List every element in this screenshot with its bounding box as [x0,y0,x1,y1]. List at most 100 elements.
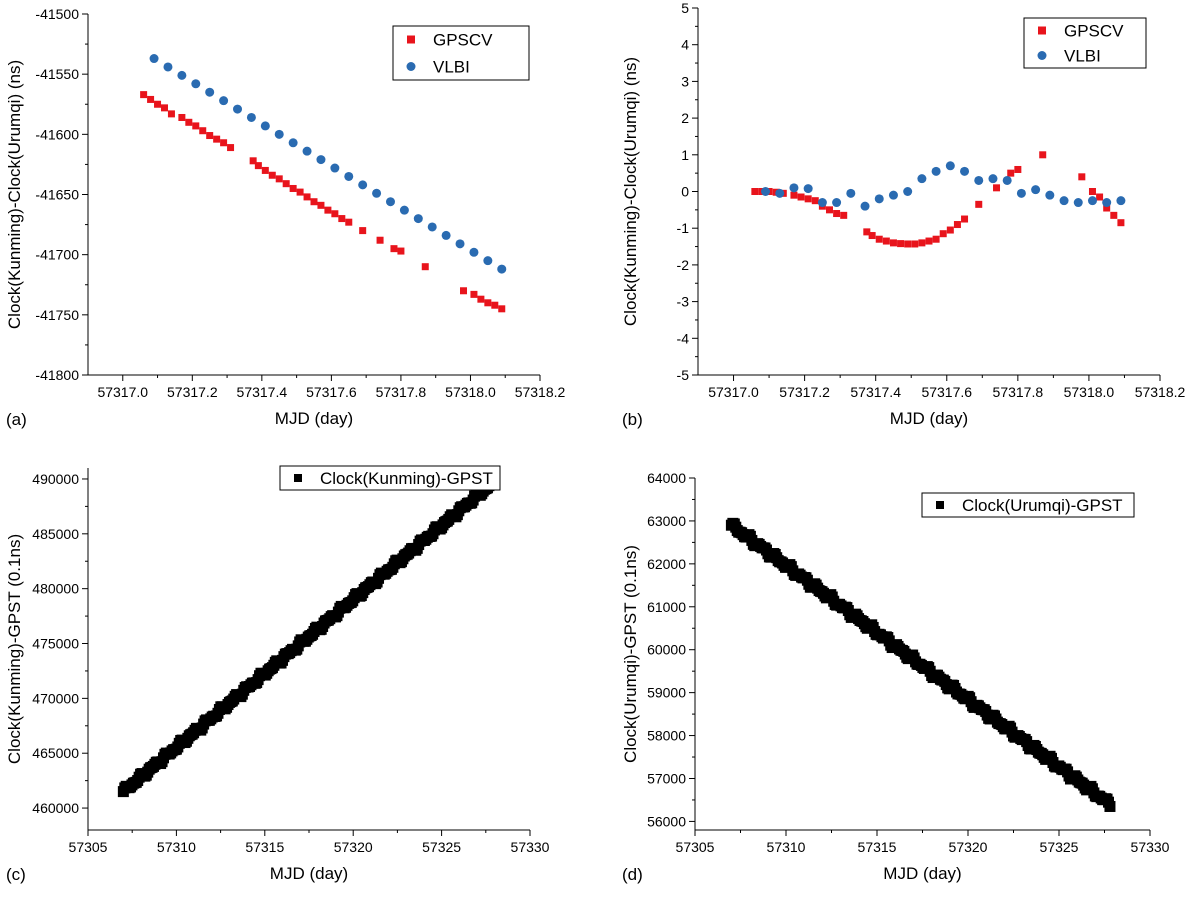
data-point [1088,188,1096,195]
legend-box [392,25,530,81]
data-point [260,121,270,131]
legend-marker [936,501,944,509]
x-tick-label: 57318.2 [1135,384,1186,400]
y-tick-label: 64000 [647,470,686,486]
data-point [154,100,162,108]
y-tick-label: -1 [677,220,690,236]
x-tick-label: 57317.8 [376,384,427,400]
data-point [296,188,304,196]
data-point [1016,188,1026,198]
y-tick-label: 470000 [32,690,79,706]
data-point [288,138,298,148]
data-point [484,299,492,307]
panel-b-chart: 57317.0 57317.2 57317.4 57317.6 57317.8 57318… [621,0,1186,429]
panel-d-chart: 57305 57310 57315 57320 57325 57330 56000 57000… [621,470,1170,884]
data-point [191,79,201,89]
data-point [1014,165,1022,173]
data-point [376,236,384,244]
data-point [889,239,897,247]
data-point [882,237,890,245]
legend-label: VLBI [433,58,470,77]
y-tick-label: -41650 [35,187,79,203]
y-tick-label: 475000 [32,636,79,652]
y-axis-label: Clock(Kunming)-GPST (0.1ns) [5,534,24,764]
data-point [1078,173,1086,181]
x-tick-label: 57318.0 [1064,384,1115,400]
y-tick-label: 1 [681,147,689,163]
data-point [147,95,155,103]
y-axis-label: Clock(Urumqi)-GPST (0.1ns) [621,545,640,763]
x-tick-label: 57317.2 [779,384,830,400]
data-point [192,122,200,130]
x-tick-label: 57330 [511,839,550,855]
data-point [397,247,405,255]
x-tick-label: 57310 [767,839,806,855]
y-axis-label: Clock(Kunming)-Clock(Urumqi) (ns) [621,57,640,326]
data-point [427,222,437,232]
data-point [219,96,229,106]
y-tick-label: 2 [681,110,689,126]
data-point [469,247,479,257]
data-point [1116,196,1126,206]
data-point [993,184,1001,192]
data-point [925,237,933,245]
data-point [953,221,961,229]
data-point [1102,198,1112,208]
data-point [825,206,833,214]
y-tick-label: 3 [681,73,689,89]
data-point [960,166,970,176]
data-point [289,184,297,192]
data-point [903,187,913,196]
y-tick-label: 56000 [647,813,686,829]
y-tick-label: -2 [677,257,690,273]
legend-marker [1037,51,1047,60]
data-point [917,174,927,184]
data-point [875,235,883,243]
data-point [303,193,311,201]
data-point [227,144,235,152]
data-point [460,287,468,295]
data-point [860,201,870,211]
data-point [840,211,848,219]
legend: Clock(Urumqi)-GPST [921,492,1135,518]
data-point [911,240,919,248]
y-tick-label: -41800 [35,367,79,383]
data-point [833,210,841,218]
data-point [390,245,398,253]
data-point [167,110,175,118]
panel-label: (a) [6,410,27,429]
legend-label: GPSCV [1064,22,1124,41]
data-point [804,195,812,203]
data-point [790,191,798,199]
y-tick-label: 465000 [32,745,79,761]
data-point [939,230,947,238]
legend-label: VLBI [1064,47,1101,66]
data-point [811,197,819,205]
y-axis-label: Clock(Kunming)-Clock(Urumqi) (ns) [5,60,24,329]
data-point [498,305,506,313]
legend-box [279,465,501,491]
series-vlbi [149,54,507,274]
data-point [904,240,912,248]
y-tick-label: 490000 [32,471,79,487]
data-point [483,256,493,266]
legend: GPSCV VLBI [392,25,530,81]
x-tick-label: 57317.4 [237,384,288,400]
data-point [932,235,940,243]
data-point [491,301,499,309]
y-tick-label: 5 [681,0,689,16]
data-point [399,205,409,215]
x-tick-label: 57318.0 [445,384,496,400]
y-tick-label: 61000 [647,599,686,615]
data-point [246,112,256,122]
data-point [497,264,507,274]
data-point [282,180,290,188]
data-point [975,200,983,208]
data-point [199,127,207,135]
legend-label: GPSCV [433,31,493,50]
data-point [832,198,842,208]
x-axis-label: MJD (day) [275,409,353,428]
x-axis-label: MJD (day) [883,864,961,883]
x-tick-label: 57310 [157,839,196,855]
data-point [1039,151,1047,159]
